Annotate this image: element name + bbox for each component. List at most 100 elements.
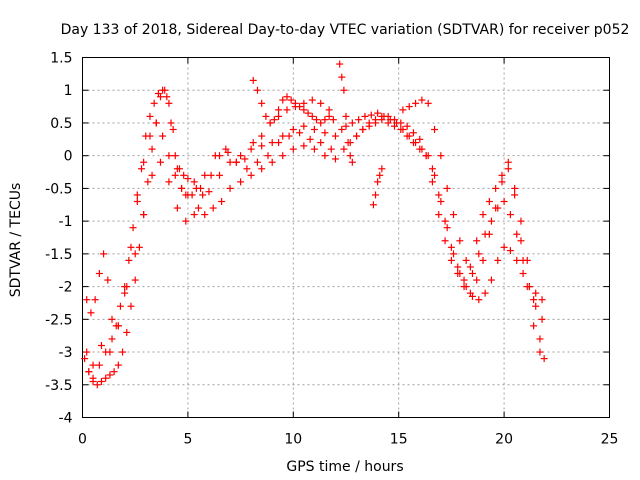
data-point-track-f (361, 112, 369, 120)
data-point-track-c (89, 374, 97, 382)
data-point-track-f (338, 126, 346, 133)
data-point-track-f (519, 270, 527, 277)
data-point-track-h (460, 283, 468, 291)
data-point-track-c (159, 132, 167, 140)
data-point-track-h (422, 152, 430, 160)
data-point-track-d (199, 191, 207, 199)
data-point-track-b (175, 165, 183, 173)
x-tick-label: 25 (601, 432, 619, 448)
data-point-track-c (178, 184, 186, 192)
data-point-track-a (165, 99, 173, 107)
data-point-track-f (374, 109, 382, 117)
y-tick-label: 1 (64, 83, 73, 99)
data-point-track-a (131, 276, 139, 284)
y-tick-label: -1.5 (45, 247, 72, 263)
data-point-track-g (435, 211, 443, 219)
y-tick-label: -0.5 (45, 181, 72, 197)
y-axis-label: SDTVAR / TECUs (8, 183, 24, 298)
data-point-track-a (201, 211, 209, 219)
data-point-track-d (106, 348, 114, 356)
data-point-track-c (165, 152, 173, 160)
data-point-track-b (226, 158, 234, 166)
data-point-track-b (83, 296, 91, 304)
data-point-track-b (146, 112, 154, 120)
data-point-track-b (321, 129, 329, 137)
data-point-track-f (367, 111, 375, 119)
data-point-track-g (409, 129, 417, 137)
data-point-track-f (437, 198, 445, 205)
data-point-track-d (114, 322, 122, 330)
data-point-track-f (348, 119, 356, 127)
data-point-track-b (150, 99, 158, 107)
chart-title: Day 133 of 2018, Sidereal Day-to-day VTE… (61, 22, 630, 38)
x-tick-label: 0 (78, 432, 87, 448)
data-point-track-a (110, 368, 118, 376)
data-point-track-d (241, 155, 249, 163)
data-point-track-f (494, 256, 502, 264)
data-point-track-b (258, 142, 266, 150)
data-point-track-h (378, 116, 386, 124)
data-point-track-d (283, 106, 291, 114)
data-point-track-a (194, 204, 202, 212)
data-point-track-h (447, 243, 455, 251)
data-point-track-h (517, 217, 525, 225)
data-point-track-b (237, 152, 245, 160)
data-point-track-e (262, 112, 270, 120)
data-point-track-a (93, 381, 101, 389)
data-point-track-d (258, 132, 266, 140)
data-point-track-i (443, 184, 451, 192)
data-point-track-i (437, 152, 445, 160)
data-point-track-j (346, 152, 354, 160)
data-point-track-i (431, 126, 439, 133)
data-point-track-e (325, 112, 333, 120)
data-point-track-e (275, 106, 283, 114)
data-point-track-d (308, 96, 316, 104)
y-tick-label: -2.5 (45, 312, 72, 328)
data-point-track-b (133, 191, 141, 199)
data-point-track-b (125, 256, 133, 264)
data-point-track-c (184, 191, 192, 199)
data-point-track-d (216, 152, 224, 160)
data-point-track-g (460, 276, 468, 284)
data-point-track-a (300, 142, 308, 150)
data-point-track-h (473, 276, 481, 284)
data-point-track-c (108, 335, 116, 343)
data-point-track-d (123, 283, 131, 291)
data-point-track-h (372, 119, 380, 127)
data-point-track-a (279, 152, 287, 160)
data-point-track-c (296, 129, 304, 137)
data-point-track-f (431, 171, 439, 179)
data-point-track-h (540, 355, 548, 363)
data-point-track-d (89, 361, 97, 369)
data-point-track-c (152, 119, 160, 127)
data-point-track-d (140, 211, 148, 219)
x-tick-label: 10 (284, 432, 302, 448)
x-tick-label: 15 (390, 432, 408, 448)
data-point-track-b (279, 132, 287, 140)
data-point-track-b (184, 175, 192, 183)
data-point-track-i (468, 270, 476, 277)
data-point-track-e (329, 116, 337, 124)
data-point-track-c (327, 145, 335, 153)
data-point-track-g (397, 119, 405, 127)
data-point-track-f (506, 247, 514, 255)
data-point-track-i (405, 103, 413, 111)
data-point-track-g (441, 237, 449, 245)
data-point-track-f (342, 122, 350, 130)
data-point-track-b (180, 171, 188, 179)
y-tick-labels: -4 -3.5 -3 -2.5 -2 -1.5 -1 -0.5 0 0.5 1 1.5 (45, 51, 72, 427)
data-point-track-b (247, 145, 255, 153)
data-point-track-h (479, 256, 487, 264)
data-point-track-i (494, 204, 502, 212)
y-tick-label: -2 (59, 280, 73, 296)
x-tick-label: 20 (495, 432, 513, 448)
data-point-track-a (247, 171, 255, 179)
data-point-track-h (365, 122, 373, 130)
data-point-track-a (102, 374, 110, 382)
data-point-track-b (289, 126, 297, 133)
data-point-track-b (154, 90, 162, 97)
data-point-track-b (171, 152, 179, 160)
data-point-track-j (336, 60, 344, 68)
data-point-track-j (376, 171, 384, 179)
data-point-track-d (325, 106, 333, 114)
